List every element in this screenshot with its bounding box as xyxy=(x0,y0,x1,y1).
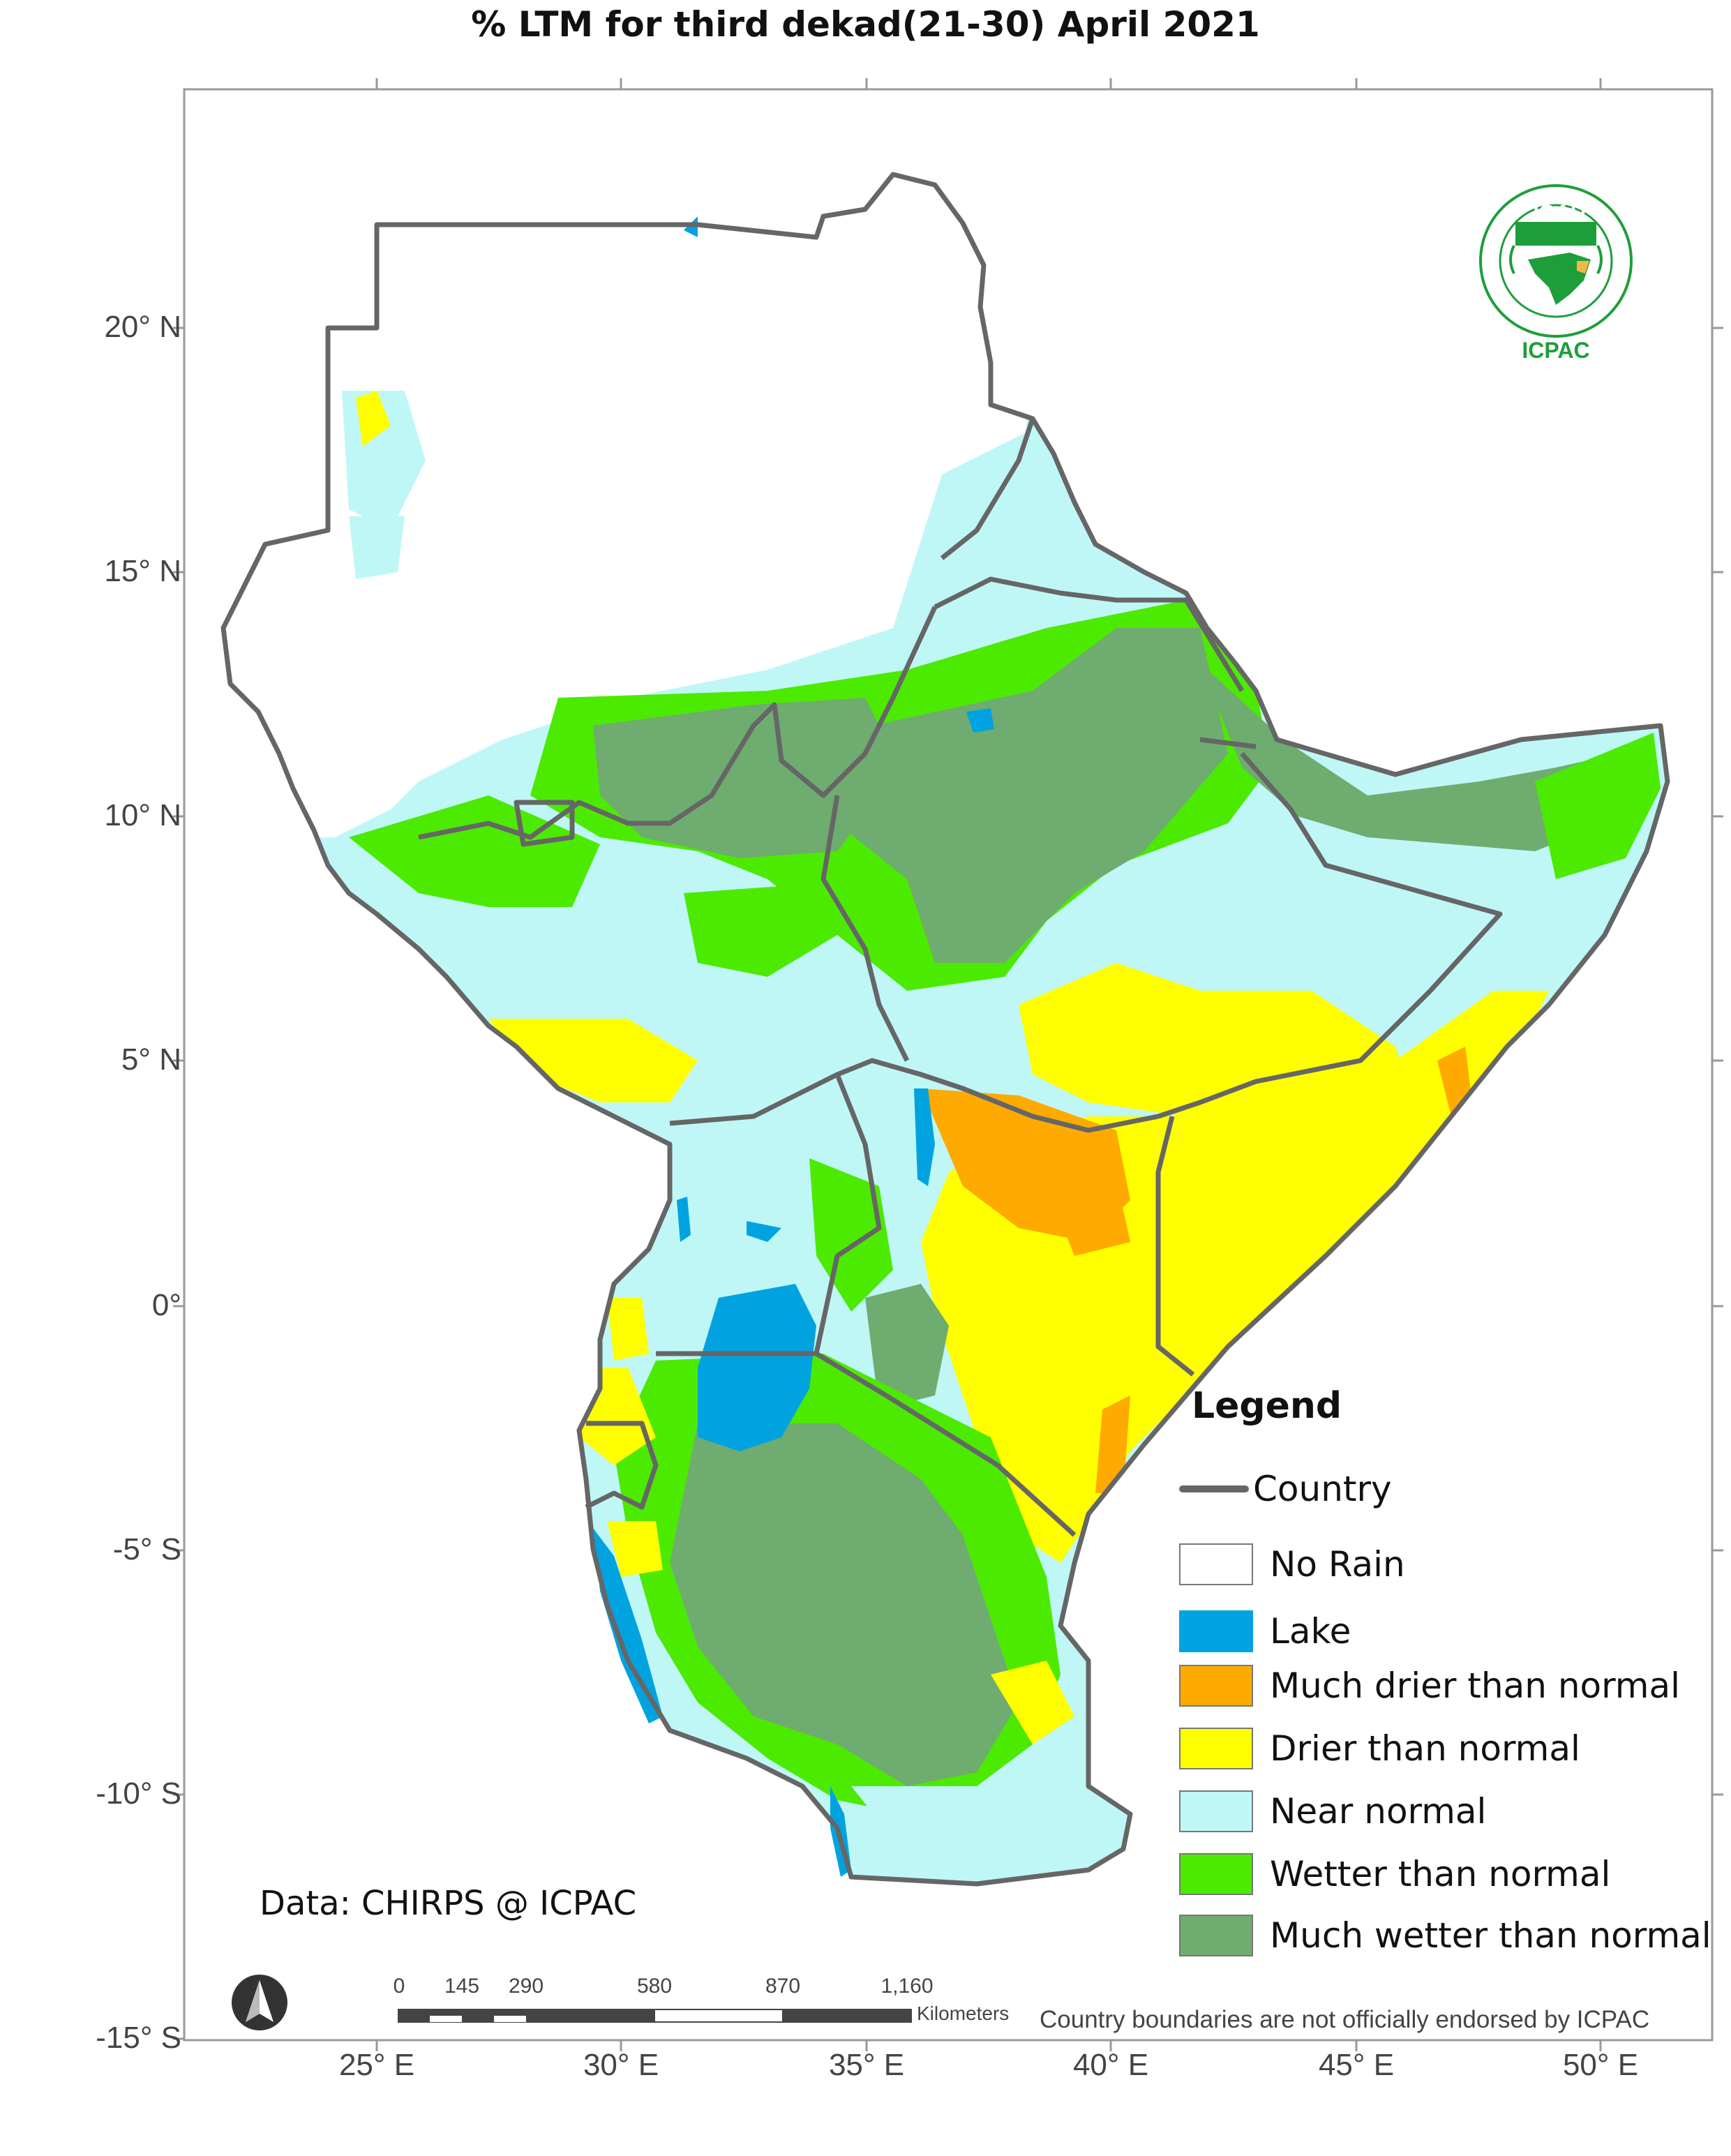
north-arrow-icon xyxy=(232,1975,287,2030)
logo-top-text: IGAD xyxy=(1533,201,1586,224)
legend-swatch xyxy=(1179,1853,1253,1895)
lon-tick-label: 40° E xyxy=(1072,2048,1149,2082)
uganda-border xyxy=(656,1072,882,1356)
scale-number: 145 xyxy=(444,1975,480,1998)
lat-tick-label: 0° xyxy=(151,1288,181,1322)
kenya-tanzania-border xyxy=(815,1351,1077,1537)
lake-tana xyxy=(966,708,994,733)
logo-bottom-text: ICPAC xyxy=(1522,338,1590,363)
scale-number: 0 xyxy=(393,1975,405,1998)
sudan-southsudan-border xyxy=(418,606,938,840)
legend-item: Much drier than normal xyxy=(1179,1665,1680,1707)
legend-swatch xyxy=(1179,1610,1253,1652)
lat-tick-marks xyxy=(173,327,1723,2040)
country-boundaries xyxy=(220,172,1670,1887)
scale-number: 870 xyxy=(765,1975,801,1998)
djibouti-border xyxy=(1199,737,1257,749)
burundi-rwanda-border xyxy=(585,1421,659,1510)
lon-tick-label: 25° E xyxy=(338,2048,415,2082)
lake-tanganyika xyxy=(593,1528,663,1723)
country-line-icon xyxy=(1179,1485,1249,1492)
legend-item: No Rain xyxy=(1179,1543,1405,1585)
legend-country: Country xyxy=(1179,1469,1392,1509)
legend-label: Wetter than normal xyxy=(1270,1854,1611,1894)
chad-border-notch xyxy=(514,800,575,847)
lat-tick-label: 15° N xyxy=(104,554,181,588)
rainfall-anomaly-field xyxy=(223,174,1668,1884)
scale-number: 580 xyxy=(636,1975,673,1998)
lon-tick-label: 30° E xyxy=(583,2048,659,2082)
legend-swatch xyxy=(1179,1790,1253,1832)
southsudan-ethiopia-border xyxy=(820,795,910,1062)
lat-tick-label: -5° S xyxy=(112,1532,181,1566)
lat-tick-label: 5° N xyxy=(121,1042,181,1077)
legend-swatch xyxy=(1179,1543,1253,1585)
ethiopia-somalia-border xyxy=(1157,751,1503,1119)
legend-label: Near normal xyxy=(1270,1791,1487,1832)
lon-tick-marks xyxy=(375,78,1602,2051)
lat-tick-label: 20° N xyxy=(104,310,181,344)
map-frame xyxy=(183,88,1714,2042)
lake-kyoga xyxy=(747,1221,781,1242)
legend-item: Near normal xyxy=(1179,1790,1486,1832)
igad-emblem-icon xyxy=(1479,184,1633,338)
legend-title: Legend xyxy=(1192,1385,1342,1427)
lat-tick-label: -15° S xyxy=(96,2021,181,2055)
lat-tick-label: -10° S xyxy=(96,1776,181,1811)
lake-turkana xyxy=(914,1088,935,1186)
legend-label: Much drier than normal xyxy=(1270,1665,1681,1706)
scale-number: 1,160 xyxy=(881,1975,934,1998)
data-credit: Data: CHIRPS @ ICPAC xyxy=(260,1884,637,1923)
legend-item: Wetter than normal xyxy=(1179,1853,1610,1895)
legend-label: Drier than normal xyxy=(1270,1728,1580,1769)
lake-victoria xyxy=(698,1284,816,1451)
scale-bar xyxy=(398,2009,912,2023)
ethiopia-kenya-border xyxy=(836,1058,1159,1133)
legend-label: Much wetter than normal xyxy=(1270,1915,1711,1956)
legend-swatch xyxy=(1179,1728,1253,1769)
map-title: % LTM for third dekad(21-30) April 2021 xyxy=(471,4,1260,45)
legend-item: Much wetter than normal xyxy=(1179,1915,1711,1956)
legend-swatch xyxy=(1179,1665,1253,1707)
legend-item: Drier than normal xyxy=(1179,1728,1580,1769)
lon-tick-label: 50° E xyxy=(1562,2048,1639,2082)
lon-tick-label: 45° E xyxy=(1318,2048,1395,2082)
scale-number: 290 xyxy=(508,1975,544,1998)
region-outline xyxy=(220,172,1670,1887)
kenya-somalia-border xyxy=(1155,1116,1195,1377)
legend-label: Lake xyxy=(1270,1611,1351,1652)
scale-unit: Kilometers xyxy=(917,2002,1010,2024)
legend-swatch xyxy=(1179,1915,1253,1956)
lon-tick-label: 35° E xyxy=(828,2048,905,2082)
legend-label: No Rain xyxy=(1270,1544,1405,1585)
legend-label: Country xyxy=(1253,1469,1392,1509)
disclaimer: Country boundaries are not officially en… xyxy=(1040,2006,1650,2033)
lat-tick-label: 10° N xyxy=(104,798,181,832)
eritrea-border xyxy=(940,417,1035,560)
sudan-ethiopia-border xyxy=(934,576,1244,692)
lake-albert xyxy=(677,1197,691,1242)
legend-item: Lake xyxy=(1179,1610,1351,1652)
